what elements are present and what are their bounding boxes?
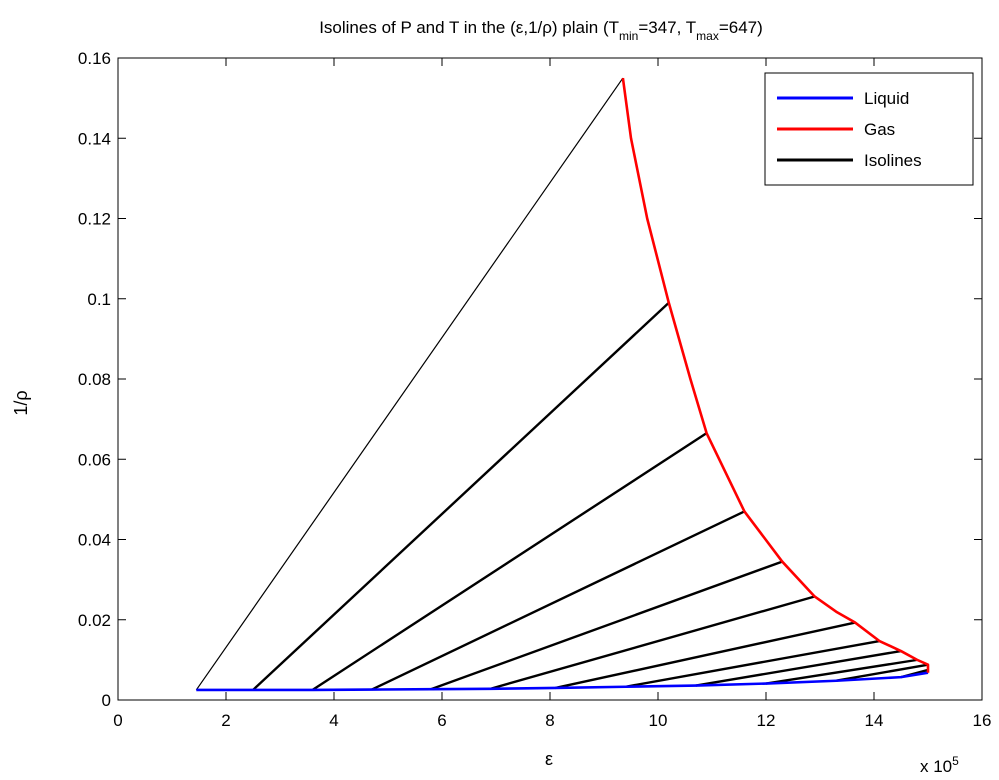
y-tick-label: 0.14 [78,129,111,148]
isoline-6 [490,595,815,690]
x-tick-label: 4 [329,711,338,730]
y-tick-label: 0.1 [87,290,111,309]
isoline-7 [555,621,856,690]
isoline-1 [195,77,624,691]
title-part: max [696,29,719,43]
legend: Liquid Gas Isolines [764,72,974,186]
x-tick-label: 14 [865,711,884,730]
title-part: =647) [719,18,763,37]
legend-label-isolines: Isolines [864,151,922,170]
y-tick-label: 0.16 [78,49,111,68]
isoline-10 [765,658,918,685]
series-layer [195,77,930,692]
legend-label-gas: Gas [864,120,895,139]
y-tick-label: 0.08 [78,370,111,389]
y-tick-label: 0.12 [78,210,111,229]
isoline-2 [252,301,670,691]
title-part: =347, T [638,18,696,37]
x-axis-label: ε [545,749,553,769]
isoline-9 [695,649,902,687]
x-tick-label: 10 [649,711,668,730]
series-gas-line [621,77,930,673]
chart-title: Isolines of P and T in the (ε,1/ρ) plain… [319,18,763,43]
y-axis-label: 1/ρ [11,390,31,415]
y-tick-label: 0 [102,691,111,710]
x-tick-label: 8 [545,711,554,730]
exponent-power: 5 [952,754,959,768]
x-tick-label: 0 [113,711,122,730]
exponent-base: x 10 [920,757,952,776]
isoline-5 [430,560,783,691]
series-liquid-line [196,671,929,692]
title-part: min [619,29,638,43]
isoline-3 [311,432,708,691]
x-tick-label: 12 [757,711,776,730]
isoline-8 [625,639,880,688]
y-tick-label: 0.04 [78,531,111,550]
isoline-11 [835,663,929,682]
title-part: Isolines of P and T in the (ε,1/ρ) plain… [319,18,619,37]
y-tick-label: 0.02 [78,611,111,630]
x-tick-label: 16 [973,711,992,730]
legend-label-liquid: Liquid [864,89,909,108]
x-tick-label: 6 [437,711,446,730]
x-axis-exponent: x 105 [920,754,959,776]
axes-layer: 0 2 4 6 8 10 12 14 16 0 0.02 0.04 0.06 0.08 0.1 0.12 0.1… [78,49,992,730]
y-tick-label: 0.06 [78,450,111,469]
x-tick-label: 2 [221,711,230,730]
isoline-4 [371,510,745,691]
